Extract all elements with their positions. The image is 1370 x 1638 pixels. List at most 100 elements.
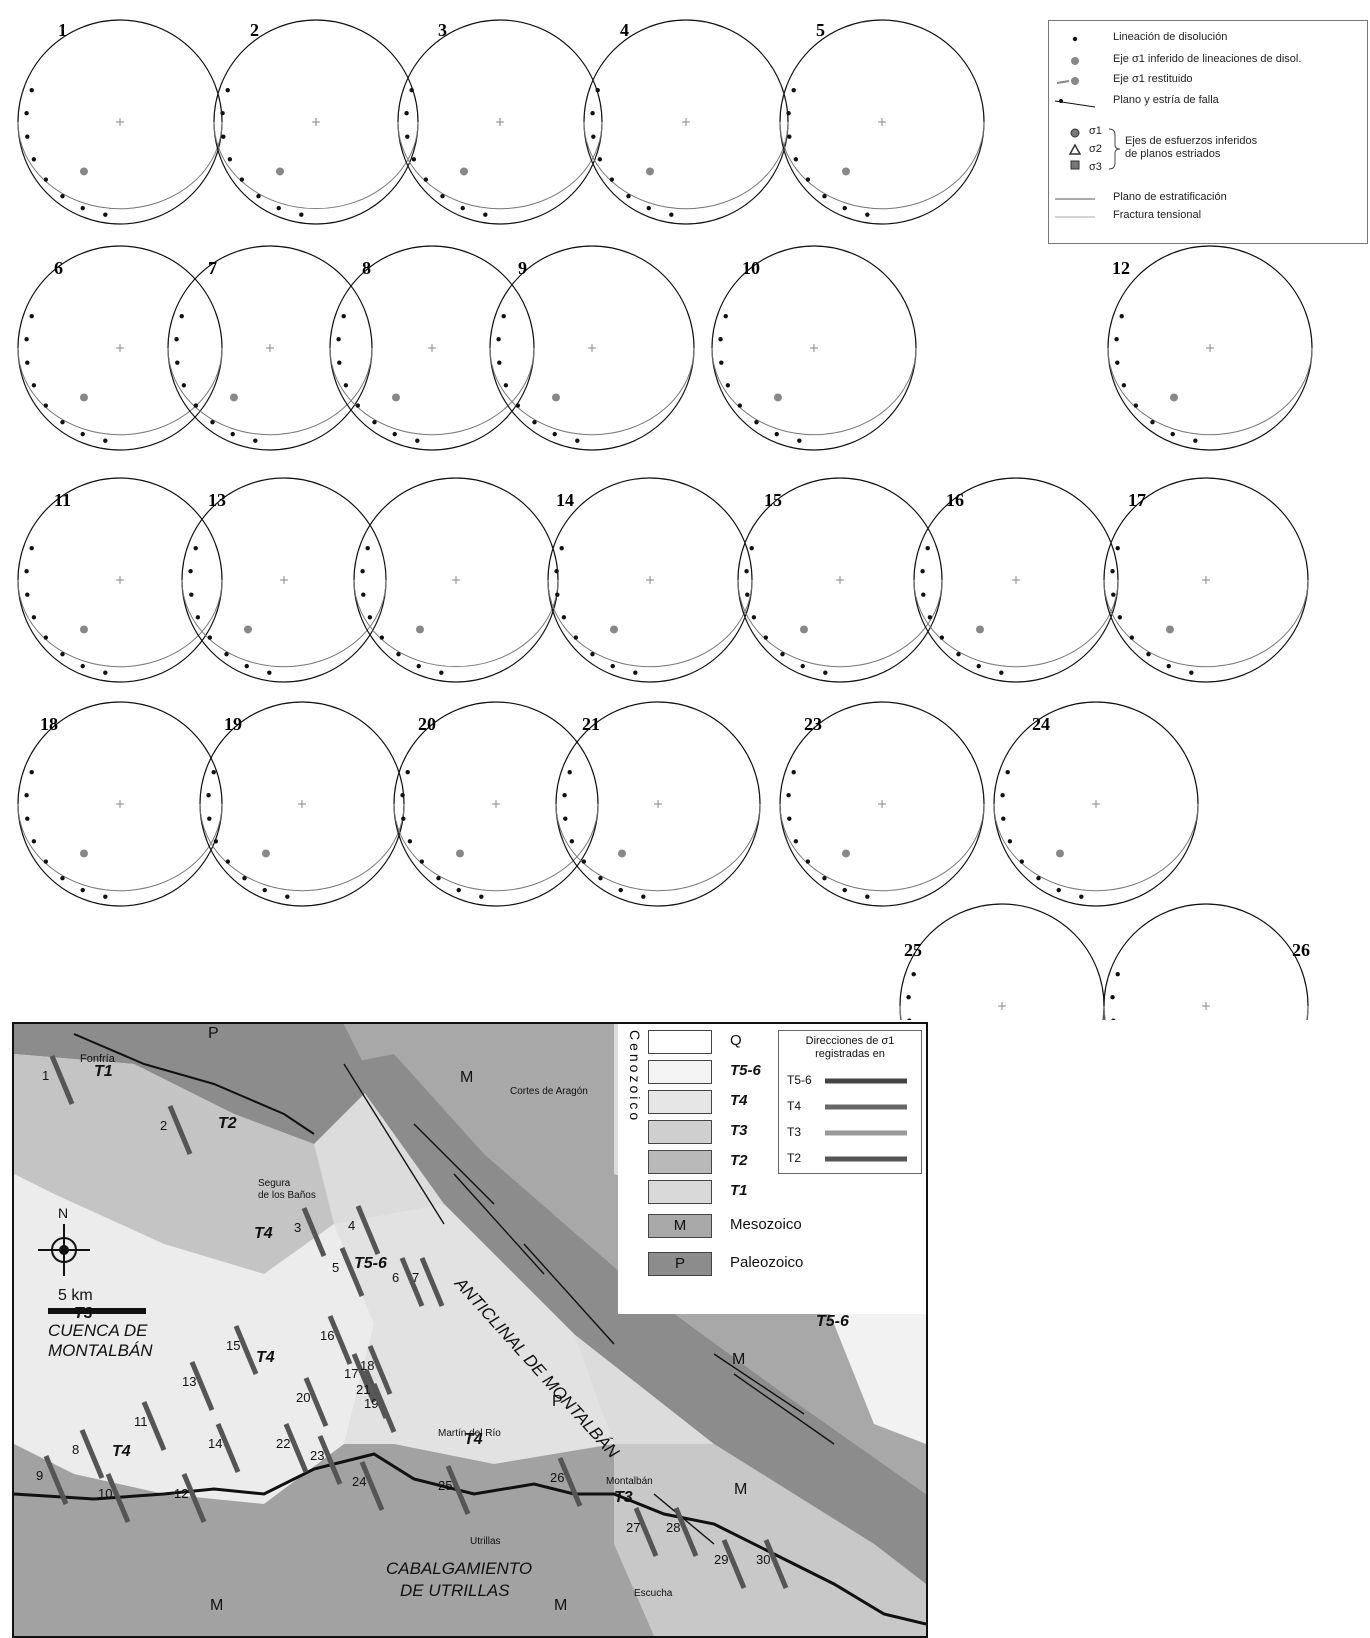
site-10: 10 [98, 1473, 131, 1523]
unit-label-t5-6: T5-6 [354, 1255, 387, 1272]
lineation-dot [220, 110, 225, 116]
stereonet-label: 26 [1292, 940, 1310, 960]
lineation-dot [618, 887, 623, 893]
sigma1-direction [283, 1423, 309, 1473]
lineation-dot [193, 403, 199, 408]
site-6: 6 [392, 1257, 425, 1307]
lineation-dot [1146, 651, 1151, 657]
lineation-dot [24, 336, 29, 342]
lineation-dot [411, 157, 417, 162]
sigma1-directions-box: Direcciones de σ1 registradas en T5-6 T4… [778, 1030, 922, 1174]
scale-label: 5 km [58, 1287, 93, 1304]
lineation-dot [1000, 792, 1005, 798]
lineation-dot [25, 134, 30, 139]
site-22: 22 [276, 1423, 309, 1473]
stereonet-label: 3 [438, 20, 447, 40]
lineation-dot [175, 360, 180, 365]
bedding-plane [737, 579, 943, 668]
lineation-dot [1189, 670, 1194, 675]
lineation-dot [225, 859, 231, 864]
lineation-dot [822, 193, 827, 199]
lineation-dot [60, 419, 65, 425]
lineation-dot [256, 193, 261, 199]
lineation-dot [416, 663, 421, 669]
fault-4 [523, 1243, 615, 1345]
lineation-dot [532, 419, 537, 425]
sigma1-axis-dot [645, 167, 654, 176]
unit-q: Q [730, 1032, 742, 1049]
bedding-plane [17, 803, 223, 892]
lineation-dot [207, 816, 212, 821]
site-28: 28 [666, 1507, 699, 1557]
stereonet-label: 23 [804, 714, 822, 734]
lineation-dot [719, 360, 724, 365]
stereonet-label: 18 [40, 714, 58, 734]
stereonet-legend: Lineación de disolución Eje σ1 inferido … [1048, 20, 1368, 244]
lineation-dot [590, 110, 595, 116]
bedding-plane [779, 121, 985, 210]
cenozoic-text: Cenozoico [627, 1030, 642, 1123]
bedding-plane [393, 803, 599, 892]
stereonet-label: 9 [518, 258, 527, 278]
lineation-dot [503, 383, 509, 388]
lineation-dot [267, 670, 272, 675]
site-label: 16 [320, 1328, 334, 1343]
swatch-t4 [648, 1090, 712, 1114]
site-11: 11 [134, 1401, 167, 1451]
sigma1-direction [189, 1361, 215, 1411]
lineation-dot [718, 336, 723, 342]
lineation-dot [787, 134, 792, 139]
lineation-dot [774, 431, 779, 437]
bedding-plane [167, 347, 373, 436]
unit-label-t3: T3 [74, 1305, 93, 1322]
site-label: 25 [438, 1478, 452, 1493]
lineation-dot [1133, 403, 1139, 408]
lineation-dot [211, 770, 216, 775]
unit-label-t4: T4 [254, 1225, 273, 1242]
place-utrillas: Utrillas [470, 1536, 501, 1547]
cenozoic-label: Cenozoico [627, 1030, 642, 1123]
site-label: 15 [226, 1338, 240, 1353]
bedding-plane [1107, 347, 1313, 436]
lineation-dot [244, 663, 249, 669]
lineation-dot [405, 770, 410, 775]
lineation-dot [415, 438, 420, 443]
lineation-dot [367, 615, 373, 620]
lineation-dot [939, 635, 945, 640]
sigma1-direction [763, 1539, 789, 1589]
site-3: 3 [294, 1207, 327, 1257]
lineation-dot [213, 839, 219, 844]
lineation-dot [60, 875, 65, 881]
lineation-dot [976, 663, 981, 669]
lineation-dot [575, 438, 580, 443]
stereonet-label: 17 [1128, 490, 1146, 510]
lineation-dot [780, 651, 785, 657]
stereonet-2 [213, 19, 419, 225]
sigma1-direction [445, 1465, 471, 1515]
lineation-dot [906, 994, 911, 1000]
sigma1-direction [317, 1435, 343, 1485]
sigma1-direction [339, 1247, 365, 1297]
lineation-dot [561, 615, 567, 620]
unit-label-m: M [734, 1481, 747, 1498]
stereonet-label: 11 [54, 490, 71, 510]
lineation-dot [361, 592, 366, 597]
site-label: 5 [332, 1260, 339, 1275]
stereonet-label: 8 [362, 258, 371, 278]
stereonet-26 [899, 903, 1105, 1020]
sigma-title: Direcciones de σ1 registradas en [779, 1035, 921, 1061]
lineation-dot [555, 592, 560, 597]
fault-1 [343, 1063, 445, 1225]
legend-item-1: Eje σ1 inferido de lineaciones de disol. [1113, 53, 1302, 65]
swatch-m: M [648, 1214, 712, 1238]
site-5: 5 [332, 1247, 365, 1297]
basin-label-2: MONTALBÁN [48, 1341, 153, 1360]
unit-label-m: M [460, 1069, 473, 1086]
stereonet-10 [711, 245, 917, 451]
site-label: 22 [276, 1436, 290, 1451]
lineation-dot [103, 438, 108, 443]
utrillas-thrust [14, 1452, 926, 1626]
lineation-dot [396, 651, 401, 657]
site-16: 16 [320, 1315, 353, 1365]
t1-t2-area [14, 1054, 334, 1274]
